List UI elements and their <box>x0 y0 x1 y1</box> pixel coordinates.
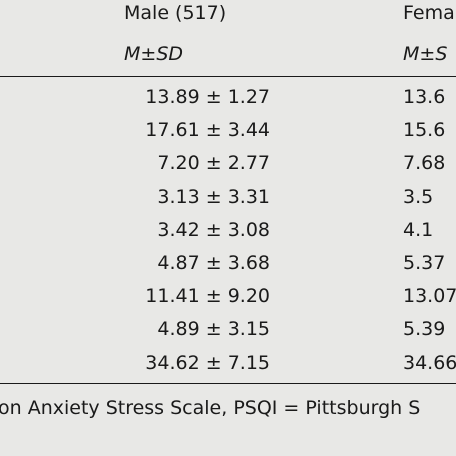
table-row: 4.89 ± 3.15 5.39 <box>0 316 456 349</box>
female-stat-header: M±S <box>403 43 448 65</box>
table-row: 17.61 ± 3.44 15.6 <box>0 117 456 150</box>
female-value: 34.66 <box>403 351 456 374</box>
table-footnote: on Anxiety Stress Scale, PSQI = Pittsbur… <box>0 397 421 419</box>
footer-rule <box>0 383 456 384</box>
female-value: 4.1 <box>403 218 434 241</box>
male-value: 17.61 ± 3.44 <box>145 119 270 142</box>
table-row: 34.62 ± 7.15 34.66 <box>0 350 456 383</box>
male-value: 11.41 ± 9.20 <box>145 285 270 308</box>
female-value: 7.68 <box>403 152 446 175</box>
female-value: 5.39 <box>403 318 446 341</box>
table-row: 11.41 ± 9.20 13.07 <box>0 283 456 316</box>
table-row: 3.13 ± 3.31 3.5 <box>0 184 456 217</box>
male-group-header: Male (517) <box>124 2 227 24</box>
female-value: 3.5 <box>403 185 434 208</box>
female-value: 15.6 <box>403 119 446 142</box>
male-value: 3.13 ± 3.31 <box>157 185 270 208</box>
male-value: 3.42 ± 3.08 <box>157 218 270 241</box>
male-value: 13.89 ± 1.27 <box>145 86 270 108</box>
male-stat-header: M±SD <box>124 43 184 65</box>
table-body: 13.89 ± 1.27 13.6 17.61 ± 3.44 15.6 7.20… <box>0 84 456 383</box>
female-value: 13.07 <box>403 285 456 308</box>
table-row: 7.20 ± 2.77 7.68 <box>0 150 456 183</box>
male-value: 7.20 ± 2.77 <box>157 152 270 175</box>
female-value: 13.6 <box>403 86 446 108</box>
table-row: 3.42 ± 3.08 4.1 <box>0 217 456 250</box>
table-row: 4.87 ± 3.68 5.37 <box>0 250 456 283</box>
female-group-header: Fema <box>403 2 455 24</box>
male-value: 34.62 ± 7.15 <box>145 351 270 374</box>
table-row: 13.89 ± 1.27 13.6 <box>0 84 456 117</box>
header-rule <box>0 76 456 77</box>
female-value: 5.37 <box>403 251 446 274</box>
male-value: 4.87 ± 3.68 <box>157 251 270 274</box>
male-value: 4.89 ± 3.15 <box>157 318 270 341</box>
